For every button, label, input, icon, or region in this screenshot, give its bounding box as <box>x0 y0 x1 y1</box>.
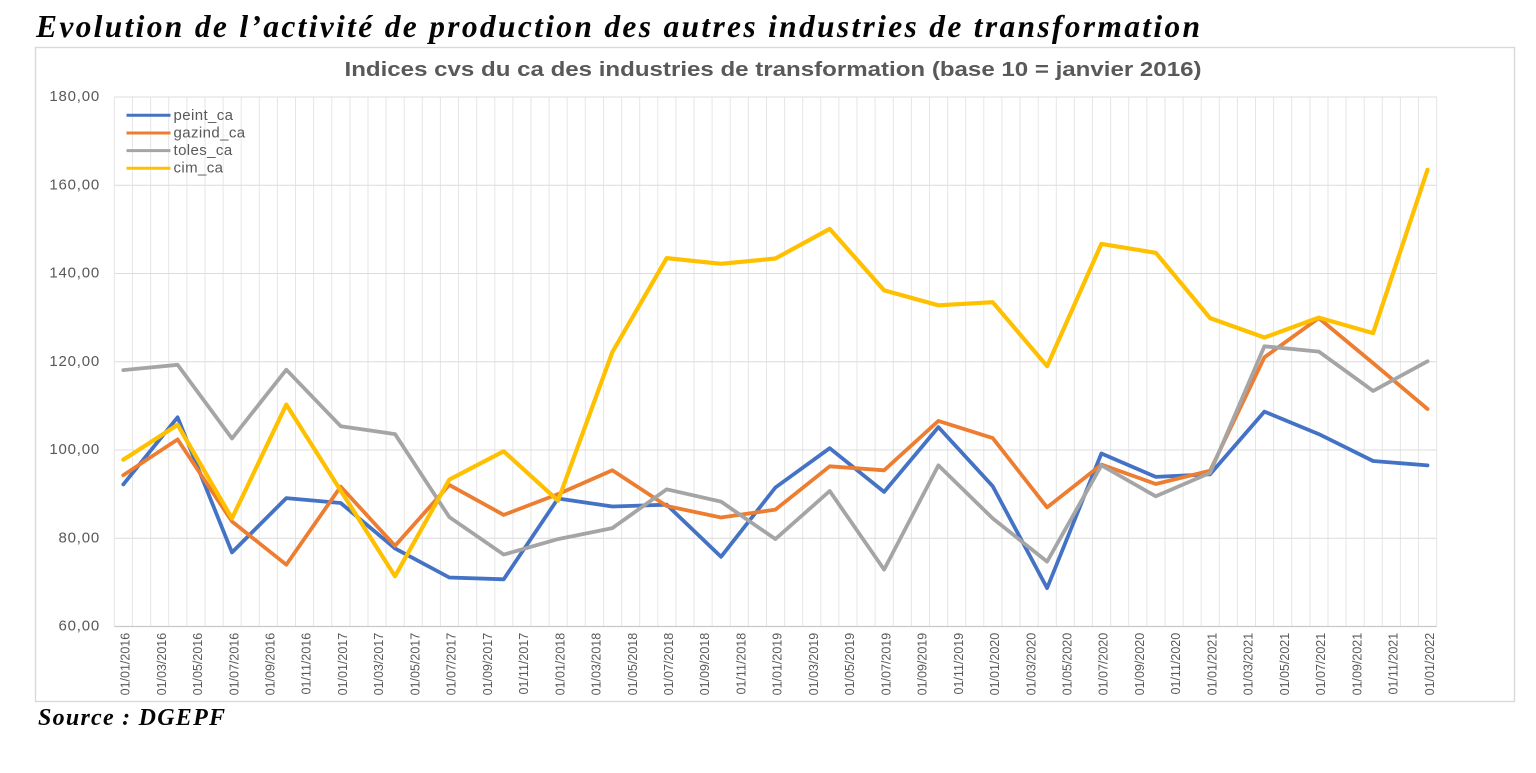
svg-text:01/11/2021: 01/11/2021 <box>1387 633 1401 695</box>
svg-text:01/11/2019: 01/11/2019 <box>952 633 966 695</box>
svg-text:01/07/2016: 01/07/2016 <box>227 633 241 696</box>
svg-text:01/05/2020: 01/05/2020 <box>1061 633 1075 696</box>
svg-text:01/11/2017: 01/11/2017 <box>517 633 531 695</box>
svg-text:01/03/2021: 01/03/2021 <box>1242 633 1256 696</box>
svg-text:Indices cvs du ca des industri: Indices cvs du ca des industries de tran… <box>345 58 1202 81</box>
svg-text:80,00: 80,00 <box>58 530 100 547</box>
svg-text:01/09/2016: 01/09/2016 <box>264 633 278 696</box>
svg-text:01/09/2020: 01/09/2020 <box>1133 633 1147 696</box>
svg-text:01/11/2020: 01/11/2020 <box>1169 633 1183 695</box>
svg-text:peint_ca: peint_ca <box>174 107 234 124</box>
svg-text:01/03/2017: 01/03/2017 <box>372 633 386 696</box>
svg-text:01/07/2021: 01/07/2021 <box>1314 633 1328 696</box>
svg-text:01/01/2022: 01/01/2022 <box>1423 633 1437 696</box>
svg-text:01/03/2016: 01/03/2016 <box>155 633 169 696</box>
svg-text:01/05/2021: 01/05/2021 <box>1278 633 1292 696</box>
svg-text:01/07/2019: 01/07/2019 <box>879 633 893 696</box>
svg-text:01/01/2016: 01/01/2016 <box>119 633 133 696</box>
svg-text:01/01/2019: 01/01/2019 <box>771 633 785 696</box>
svg-text:01/07/2020: 01/07/2020 <box>1097 633 1111 696</box>
svg-text:100,00: 100,00 <box>49 441 100 458</box>
svg-text:cim_ca: cim_ca <box>174 160 224 177</box>
svg-text:01/03/2018: 01/03/2018 <box>590 633 604 696</box>
svg-text:160,00: 160,00 <box>49 177 100 194</box>
svg-text:01/07/2018: 01/07/2018 <box>662 633 676 696</box>
svg-text:Evolution de l’activité de pro: Evolution de l’activité de production de… <box>35 9 1200 44</box>
svg-text:01/05/2019: 01/05/2019 <box>843 633 857 696</box>
svg-text:toles_ca: toles_ca <box>174 142 233 159</box>
svg-text:60,00: 60,00 <box>58 618 100 635</box>
svg-text:01/05/2016: 01/05/2016 <box>191 633 205 696</box>
svg-text:01/09/2017: 01/09/2017 <box>481 633 495 696</box>
svg-text:01/09/2021: 01/09/2021 <box>1350 633 1364 696</box>
svg-text:01/01/2020: 01/01/2020 <box>988 633 1002 696</box>
svg-text:01/03/2020: 01/03/2020 <box>1024 633 1038 696</box>
svg-text:01/01/2021: 01/01/2021 <box>1205 633 1219 696</box>
svg-text:01/05/2018: 01/05/2018 <box>626 633 640 696</box>
svg-text:01/09/2018: 01/09/2018 <box>698 633 712 696</box>
svg-text:01/01/2017: 01/01/2017 <box>336 633 350 696</box>
svg-text:01/09/2019: 01/09/2019 <box>916 633 930 696</box>
svg-text:120,00: 120,00 <box>49 353 100 370</box>
svg-text:01/03/2019: 01/03/2019 <box>807 633 821 696</box>
svg-text:01/07/2017: 01/07/2017 <box>445 633 459 696</box>
svg-text:gazind_ca: gazind_ca <box>174 125 246 142</box>
svg-text:01/05/2017: 01/05/2017 <box>408 633 422 696</box>
svg-text:140,00: 140,00 <box>49 265 100 282</box>
svg-text:01/11/2016: 01/11/2016 <box>300 633 314 695</box>
svg-text:180,00: 180,00 <box>49 88 100 105</box>
svg-text:01/01/2018: 01/01/2018 <box>553 633 567 696</box>
svg-text:01/11/2018: 01/11/2018 <box>735 633 749 695</box>
svg-text:Source : DGEPF: Source : DGEPF <box>38 705 225 731</box>
